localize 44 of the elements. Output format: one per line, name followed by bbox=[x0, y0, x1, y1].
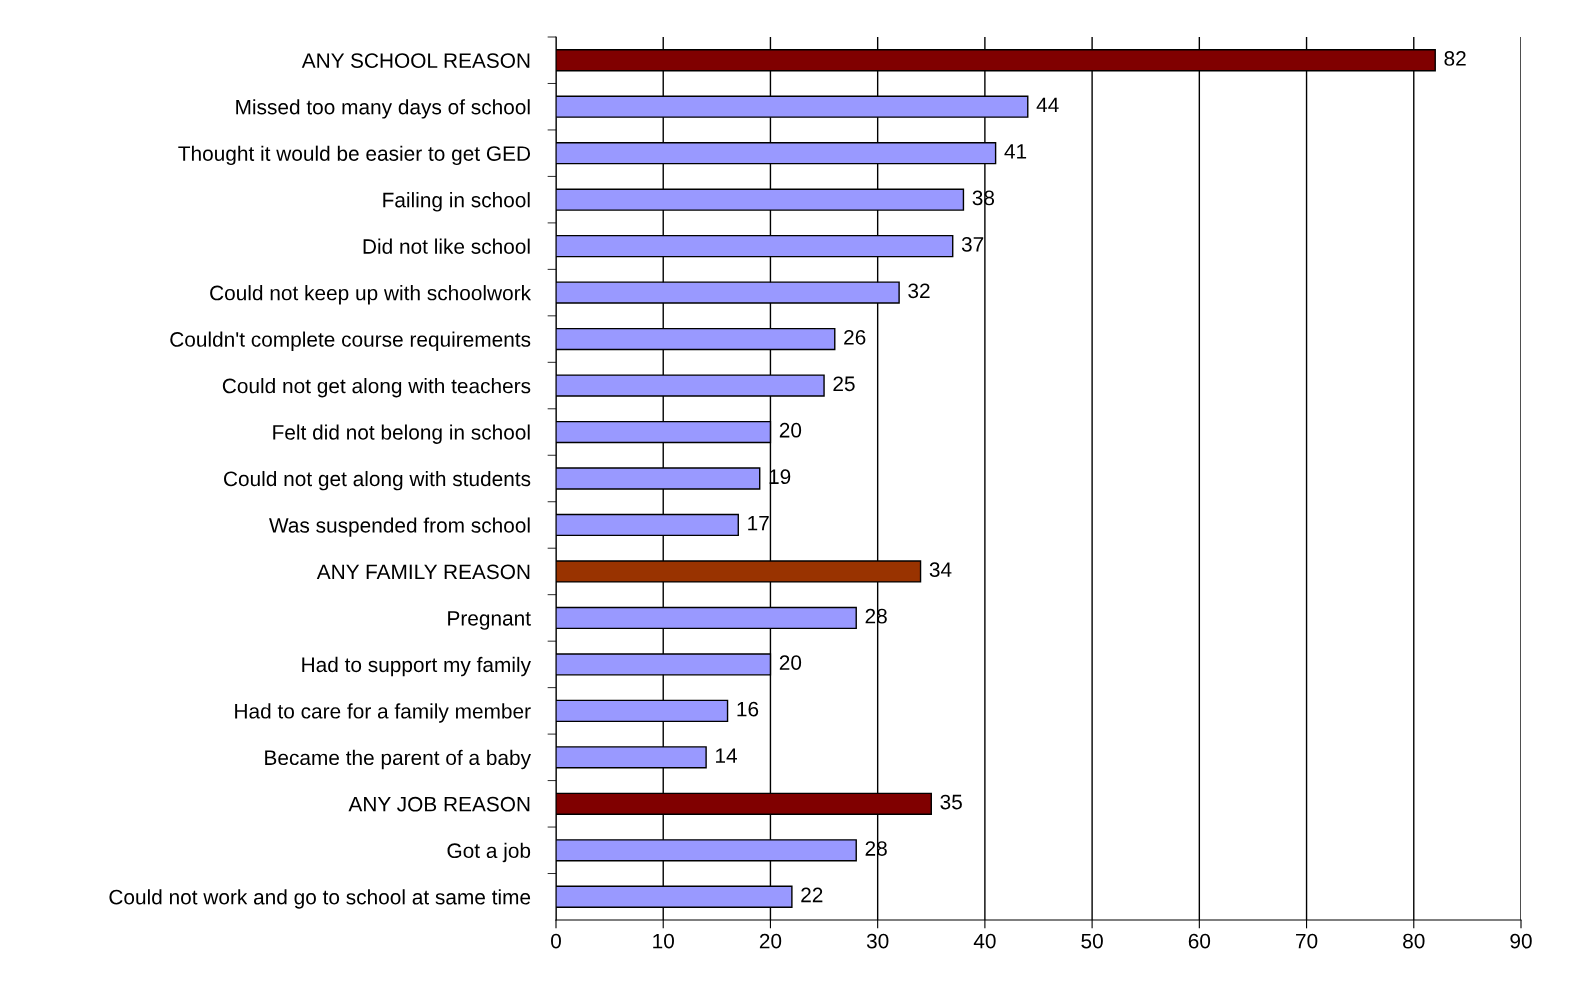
y-tick-label: Thought it would be easier to get GED bbox=[178, 145, 531, 166]
data-label: 14 bbox=[716, 748, 738, 763]
x-tick-label: 10 bbox=[653, 933, 674, 949]
data-label: 16 bbox=[737, 701, 759, 717]
data-label: 44 bbox=[1036, 97, 1059, 113]
data-label: 41 bbox=[1004, 144, 1027, 159]
x-tick-label: 0 bbox=[551, 933, 561, 949]
data-label: 35 bbox=[940, 794, 962, 810]
data-label: 20 bbox=[779, 422, 802, 438]
x-tick-label: 80 bbox=[1403, 933, 1425, 949]
data-label: 82 bbox=[1444, 51, 1466, 66]
y-tick-label: Had to support my family bbox=[302, 656, 531, 677]
x-tick-label: 90 bbox=[1510, 933, 1532, 949]
y-tick-label: Pregnant bbox=[448, 611, 531, 630]
y-tick-label: Could not get along with students bbox=[224, 470, 531, 491]
y-tick-label: Felt did not belong in school bbox=[273, 424, 530, 444]
y-tick-label: Became the parent of a baby bbox=[265, 749, 531, 770]
y-tick-label: ANY FAMILY REASON bbox=[316, 564, 530, 580]
y-tick-label: Could not get along with teachers bbox=[222, 378, 531, 398]
x-tick-label: 70 bbox=[1296, 933, 1318, 949]
y-tick-label: Missed too many days of school bbox=[236, 99, 530, 119]
y-tick-label: Could not keep up with schoolwork bbox=[210, 285, 532, 305]
data-label: 20 bbox=[779, 655, 802, 670]
y-tick-label: Did not like school bbox=[363, 238, 530, 254]
data-label: 34 bbox=[929, 562, 952, 578]
data-label: 17 bbox=[748, 516, 769, 531]
y-tick-label: ANY JOB REASON bbox=[348, 796, 530, 812]
data-label: 25 bbox=[833, 376, 855, 392]
data-label: 37 bbox=[961, 236, 984, 252]
y-tick-label: Was suspended from school bbox=[269, 517, 530, 537]
data-label: 22 bbox=[801, 887, 823, 903]
data-label: 32 bbox=[908, 283, 930, 299]
x-tick-label: 50 bbox=[1081, 933, 1103, 949]
y-tick-label: Could not work and go to school at same time bbox=[109, 889, 531, 909]
y-tick-label: Failing in school bbox=[383, 192, 530, 212]
x-tick-label: 40 bbox=[973, 933, 996, 949]
y-tick-label: ANY SCHOOL REASON bbox=[301, 53, 530, 68]
data-label: 26 bbox=[844, 329, 866, 345]
x-tick-label: 20 bbox=[759, 933, 782, 949]
y-tick-label: Couldn't complete course requirements bbox=[170, 331, 531, 351]
x-tick-label: 30 bbox=[866, 933, 889, 949]
y-tick-label: Got a job bbox=[447, 842, 531, 863]
x-tick-label: 60 bbox=[1188, 933, 1211, 949]
y-tick-label: Had to care for a family member bbox=[235, 703, 531, 723]
